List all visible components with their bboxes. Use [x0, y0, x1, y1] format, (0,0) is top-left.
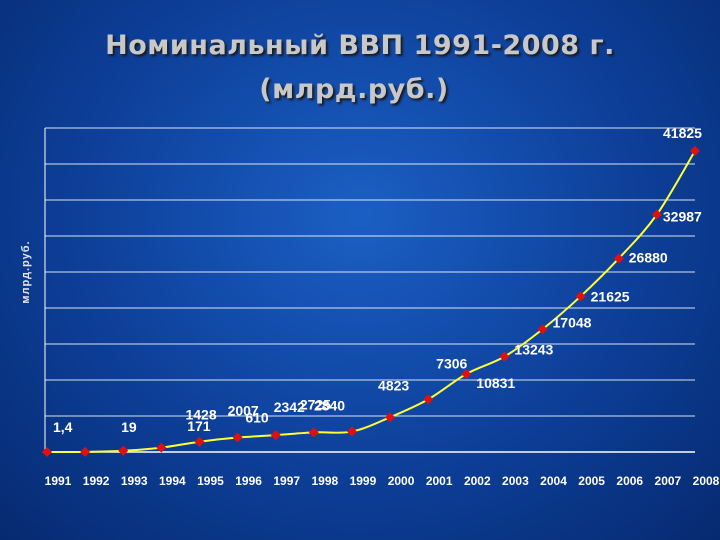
data-label-1995: 1428 [185, 407, 216, 423]
data-label-1991: 1,4 [53, 419, 73, 435]
x-tick-2007: 2007 [655, 474, 682, 488]
data-point-1992 [80, 446, 91, 457]
x-tick-2006: 2006 [616, 474, 643, 488]
data-point-1993 [118, 445, 129, 456]
x-tick-1992: 1992 [83, 474, 110, 488]
data-point-2006 [613, 253, 624, 264]
x-tick-labels: 1991 1992 1993 1994 1995 1996 1997 1998 1999 2000… [45, 474, 720, 488]
x-tick-1999: 1999 [350, 474, 377, 488]
x-tick-2005: 2005 [578, 474, 605, 488]
data-point-1995 [194, 436, 205, 447]
x-tick-2001: 2001 [426, 474, 453, 488]
x-tick-1994: 1994 [159, 474, 186, 488]
data-markers [42, 145, 700, 457]
data-label-2004: 17048 [553, 314, 592, 330]
data-label-2003: 13243 [514, 342, 553, 358]
x-tick-2000: 2000 [388, 474, 415, 488]
x-tick-2008: 2008 [693, 474, 720, 488]
data-label-1997: 2342 [274, 399, 305, 415]
gridlines [45, 127, 695, 417]
data-label-2001: 7306 [436, 355, 467, 371]
axes [44, 128, 695, 453]
x-tick-2002: 2002 [464, 474, 491, 488]
data-point-1997 [270, 430, 281, 441]
x-tick-1996: 1996 [235, 474, 262, 488]
x-tick-1995: 1995 [197, 474, 224, 488]
data-label-1994: 610 [245, 410, 269, 426]
data-label-2002: 10831 [476, 375, 515, 391]
data-point-1998 [308, 427, 319, 438]
data-point-2007 [651, 209, 662, 220]
data-label-2005: 21625 [591, 288, 630, 304]
data-label-1996: 2007 [228, 403, 259, 419]
data-point-2005 [575, 291, 586, 302]
x-tick-1998: 1998 [311, 474, 338, 488]
data-point-2008 [690, 145, 700, 156]
x-tick-1997: 1997 [273, 474, 300, 488]
data-label-2000: 4823 [378, 377, 409, 393]
data-point-1991 [42, 446, 52, 457]
data-label-1998: 2725 [300, 396, 331, 412]
data-point-2004 [537, 324, 548, 335]
data-label-2006: 26880 [629, 249, 668, 265]
x-tick-2003: 2003 [502, 474, 529, 488]
data-label-2008: 41825 [663, 125, 702, 141]
data-point-2003 [499, 351, 510, 362]
chart-subtitle: (млрд.руб.) [259, 74, 449, 105]
chart-title: Номинальный ВВП 1991-2008 г. [105, 30, 615, 61]
x-tick-1993: 1993 [121, 474, 148, 488]
data-point-1999 [346, 426, 357, 437]
data-point-2001 [423, 394, 434, 405]
x-tick-2004: 2004 [540, 474, 567, 488]
data-point-1996 [232, 432, 243, 443]
data-label-1999: 2840 [314, 398, 345, 414]
x-tick-1991: 1991 [45, 474, 72, 488]
data-point-1994 [156, 442, 167, 453]
data-point-2002 [461, 369, 472, 380]
data-point-2000 [385, 412, 396, 423]
data-label-1993: 171 [187, 418, 211, 434]
data-label-1992: 19 [121, 419, 137, 435]
data-label-2007: 32987 [663, 208, 702, 224]
